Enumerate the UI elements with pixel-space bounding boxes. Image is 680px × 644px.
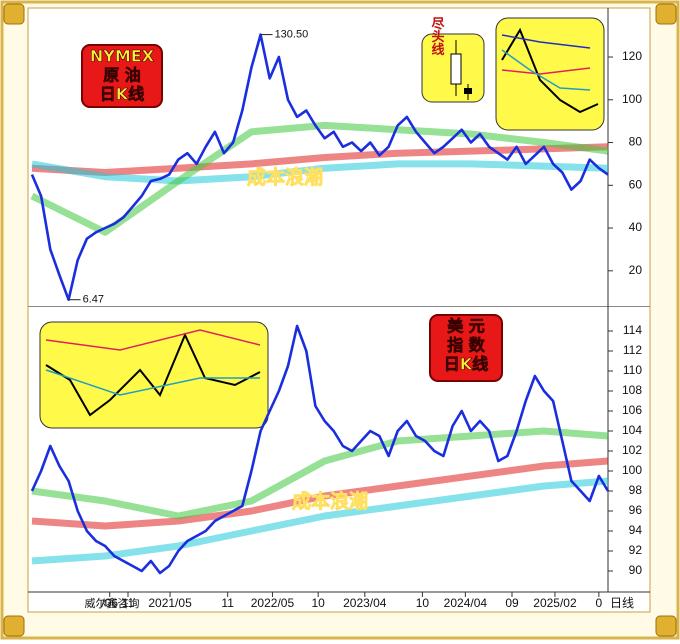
y-tick-label: 90 — [629, 563, 643, 577]
x-tick-label: 0 — [596, 596, 603, 610]
ribbon-line — [31, 457, 609, 530]
y-tick-label: 94 — [629, 523, 643, 537]
price-line — [30, 33, 609, 301]
y-tick-label: 100 — [622, 92, 642, 106]
x-tick-label: 2022/05 — [251, 596, 295, 610]
ribbon-line — [31, 143, 609, 176]
x-tick-label: 11 — [122, 596, 135, 610]
x-tick-label: 2023/04 — [343, 596, 387, 610]
ribbon-line — [31, 427, 609, 520]
ribbon-line — [31, 477, 609, 565]
x-tick-label: 10 — [416, 596, 430, 610]
x-tick-label: 11 — [221, 596, 234, 610]
title-line: 日K线 — [444, 355, 488, 374]
y-tick-label: 80 — [629, 135, 643, 149]
corner-ornaments — [3, 3, 677, 637]
title-line: 指 数 — [447, 336, 486, 355]
x-tick-label: 2025/02 — [533, 596, 577, 610]
x-tick-label: 10 — [311, 596, 325, 610]
y-tick-label: 98 — [629, 483, 643, 497]
ribbon-line — [31, 160, 609, 185]
y-tick-label: 104 — [622, 423, 642, 437]
y-tick-label: 92 — [629, 543, 643, 557]
x-tick-label: 2024/04 — [444, 596, 488, 610]
y-tick-label: 106 — [622, 403, 642, 417]
watermark: 威尔鑫咨询 — [85, 596, 140, 610]
x-tick-label: 2021/05 — [148, 596, 192, 610]
inset-label: 尽头线 — [429, 17, 445, 57]
y-tick-label: 100 — [622, 463, 642, 477]
ribbon-line — [30, 121, 609, 236]
y-tick-label: 40 — [629, 220, 643, 234]
wave-label: 成本浪潮 — [247, 166, 323, 189]
y-tick-label: 96 — [629, 503, 643, 517]
y-tick-label: 112 — [623, 343, 642, 357]
x-tick-label: /06 — [101, 596, 118, 610]
y-tick-label: 110 — [623, 363, 642, 377]
y-tick-label: 20 — [629, 263, 643, 277]
title-line: NYMEX — [90, 47, 155, 66]
x-tick-label: 09 — [505, 596, 519, 610]
annotation: 130.50 — [275, 28, 309, 40]
y-tick-label: 120 — [622, 49, 642, 63]
title-box — [429, 314, 503, 382]
period-label: 日线 — [610, 596, 634, 610]
y-tick-label: 60 — [629, 177, 643, 191]
annotation: 6.47 — [83, 294, 104, 306]
title-box — [81, 44, 163, 108]
price-line — [30, 324, 610, 575]
inset-candles-oil — [421, 33, 485, 103]
title-line: 日K线 — [100, 85, 144, 104]
inset-oil-zoom — [495, 17, 605, 131]
y-tick-label: 102 — [622, 443, 642, 457]
wave-label: 成本浪潮 — [292, 490, 368, 513]
title-line: 原 油 — [103, 66, 141, 85]
y-tick-label: 114 — [623, 323, 642, 337]
y-tick-label: 108 — [622, 383, 642, 397]
inset-dollar-zoom — [39, 321, 269, 429]
title-line: 美 元 — [447, 317, 485, 336]
